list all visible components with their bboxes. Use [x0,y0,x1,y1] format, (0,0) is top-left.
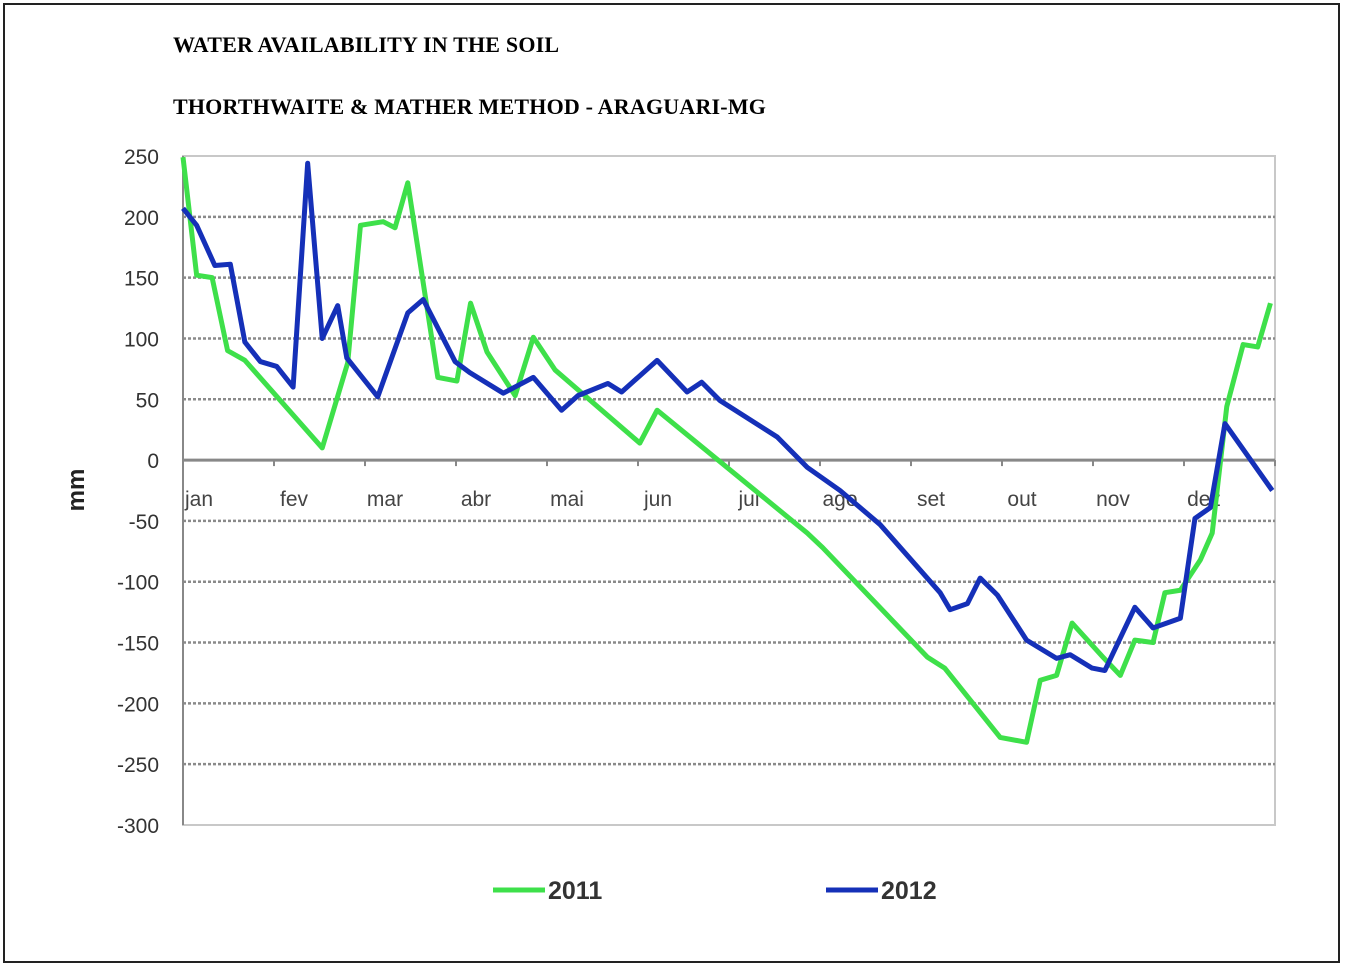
x-tick-label: out [1007,488,1036,511]
y-tick-label: -50 [129,511,159,534]
y-tick-label: 100 [124,328,159,351]
series-line-2012 [181,160,1275,674]
y-tick-label: 50 [136,389,159,412]
y-axis-label: mm [63,469,90,512]
x-tick-label: mar [367,488,403,511]
y-tick-label: 150 [124,268,159,291]
y-tick-label: -150 [117,633,159,656]
x-tick-label: fev [280,488,309,511]
series-line-2011 [180,156,1273,745]
legend-label-2012: 2012 [881,877,937,905]
y-tick-label: 250 [124,146,159,169]
x-tick-label: mai [550,488,584,511]
x-tick-label: jun [643,488,672,511]
y-tick-label: 0 [147,450,159,473]
x-tick-label: jul [737,488,759,511]
chart-title: WATER AVAILABILITY IN THE SOIL [173,32,560,57]
legend-label-2011: 2011 [548,877,602,905]
y-tick-label: -300 [117,815,159,838]
x-tick-label: jan [184,488,213,511]
chart-subtitle: THORTHWAITE & MATHER METHOD - ARAGUARI-M… [173,94,767,119]
x-tick-label: nov [1096,488,1130,511]
x-tick-label: abr [461,488,491,511]
y-tick-label: -100 [117,572,159,595]
x-tick-label: ago [822,488,857,511]
figure-frame [3,3,1340,963]
y-tick-label: 200 [124,207,159,230]
y-tick-label: -200 [117,693,159,716]
y-tick-label: -250 [117,754,159,777]
x-tick-label: set [917,488,945,511]
